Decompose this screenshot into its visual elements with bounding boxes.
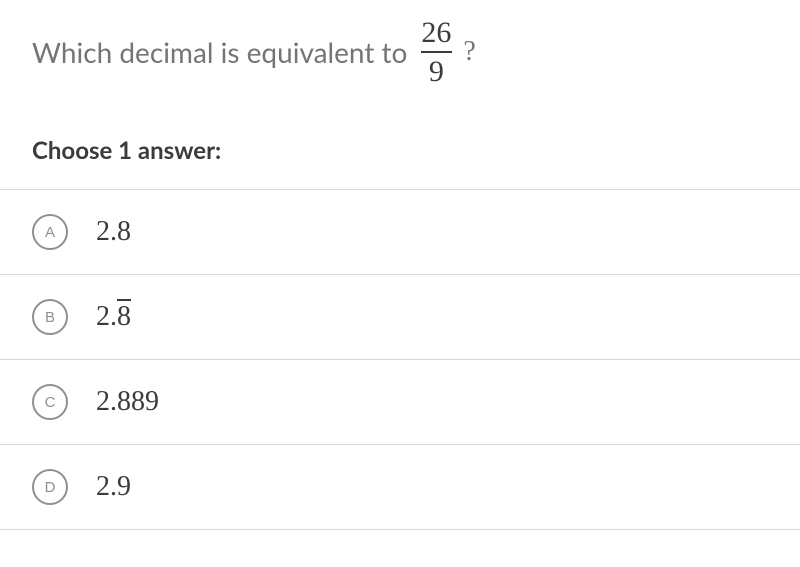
option-d[interactable]: D 2.9 — [0, 444, 800, 530]
option-c[interactable]: C 2.889 — [0, 359, 800, 444]
fraction: 26 9 — [417, 16, 455, 88]
option-value-c: 2.889 — [96, 386, 159, 418]
fraction-numerator: 26 — [417, 16, 455, 51]
option-b[interactable]: B 2.8 — [0, 274, 800, 359]
option-value-a: 2.8 — [96, 216, 131, 248]
question-prompt: Which decimal is equivalent to 26 9 ? — [0, 16, 800, 88]
question-suffix: ? — [463, 36, 475, 68]
option-value-d: 2.9 — [96, 471, 131, 503]
option-value-b: 2.8 — [96, 301, 131, 333]
option-letter-b: B — [32, 299, 68, 335]
question-text: Which decimal is equivalent to — [32, 35, 407, 69]
option-a[interactable]: A 2.8 — [0, 189, 800, 274]
choose-label: Choose 1 answer: — [0, 136, 800, 165]
option-letter-a: A — [32, 214, 68, 250]
option-letter-d: D — [32, 469, 68, 505]
option-letter-c: C — [32, 384, 68, 420]
options-list: A 2.8 B 2.8 C 2.889 D 2.9 — [0, 189, 800, 530]
fraction-denominator: 9 — [421, 51, 452, 88]
